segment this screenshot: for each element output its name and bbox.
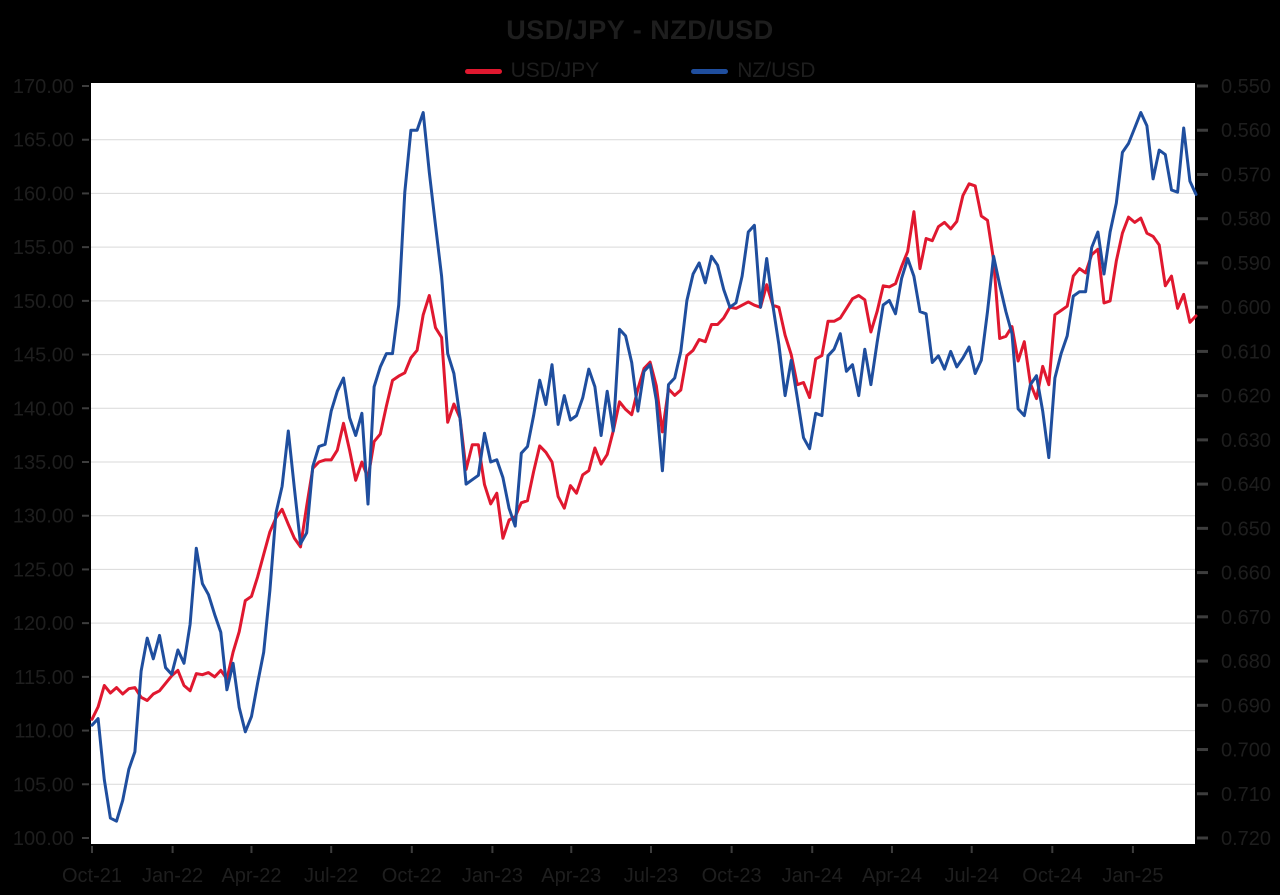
x-axis-label: Apr-23	[541, 865, 601, 887]
x-axis-label: Jul-24	[944, 865, 998, 887]
legend-label-nzusd: NZ/USD	[737, 59, 816, 82]
right-axis-label: 0.590	[1221, 253, 1271, 275]
right-axis-label: 0.710	[1221, 784, 1271, 806]
right-axis-label: 0.680	[1221, 651, 1271, 673]
legend-item-nzusd: NZ/USD	[691, 59, 815, 83]
right-axis-label: 0.600	[1221, 297, 1271, 319]
x-axis-label: Jul-23	[624, 865, 678, 887]
chart-legend: USD/JPY NZ/USD	[0, 59, 1280, 83]
left-axis-label: 160.00	[13, 183, 74, 205]
x-axis-label: Jul-22	[304, 865, 358, 887]
left-axis-label: 130.00	[13, 506, 74, 528]
left-axis-label: 165.00	[13, 130, 74, 152]
legend-swatch-usdjpy	[464, 68, 502, 74]
left-axis-label: 155.00	[13, 237, 74, 259]
right-axis-label: 0.570	[1221, 164, 1271, 186]
left-axis-label: 115.00	[14, 667, 74, 689]
right-axis-label: 0.560	[1221, 120, 1271, 142]
left-axis-label: 140.00	[13, 398, 74, 420]
x-axis-label: Apr-22	[221, 865, 281, 887]
left-axis-label: 100.00	[13, 828, 74, 850]
right-axis-label: 0.720	[1221, 828, 1271, 850]
left-axis-label: 110.00	[14, 721, 74, 743]
right-axis-label: 0.690	[1221, 695, 1271, 717]
right-axis-label: 0.640	[1221, 474, 1271, 496]
left-axis-label: 170.00	[13, 76, 74, 98]
left-axis-label: 105.00	[13, 774, 74, 796]
x-axis-label: Jan-24	[782, 865, 843, 887]
left-axis-label: 120.00	[13, 613, 74, 635]
right-axis-label: 0.610	[1221, 341, 1271, 363]
right-axis-label: 0.660	[1221, 563, 1271, 585]
x-axis-label: Oct-22	[382, 865, 442, 887]
x-axis-label: Oct-24	[1022, 865, 1082, 887]
left-axis-label: 125.00	[13, 559, 74, 581]
legend-item-usdjpy: USD/JPY	[464, 59, 600, 83]
left-axis-label: 135.00	[13, 452, 74, 474]
left-axis-label: 145.00	[13, 345, 74, 367]
legend-swatch-nzusd	[691, 68, 729, 74]
series-line-nzusd	[90, 111, 1198, 823]
x-axis-label: Jan-23	[462, 865, 523, 887]
x-axis-label: Jan-25	[1102, 865, 1163, 887]
x-axis-label: Oct-23	[702, 865, 762, 887]
left-axis-label: 150.00	[13, 291, 74, 313]
plot-border	[89, 81, 1197, 846]
legend-label-usdjpy: USD/JPY	[510, 59, 600, 82]
right-axis-label: 0.670	[1221, 607, 1271, 629]
x-axis-label: Apr-24	[862, 865, 922, 887]
right-axis-label: 0.620	[1221, 386, 1271, 408]
chart-title: USD/JPY - NZD/USD	[506, 15, 774, 45]
right-axis-label: 0.700	[1221, 740, 1271, 762]
plot-area	[90, 82, 1196, 845]
right-axis-label: 0.580	[1221, 209, 1271, 231]
x-axis-label: Jan-22	[142, 865, 203, 887]
right-axis-label: 0.650	[1221, 518, 1271, 540]
right-axis-label: 0.630	[1221, 430, 1271, 452]
right-axis-label: 0.550	[1221, 76, 1271, 98]
x-axis-label: Oct-21	[62, 865, 122, 887]
